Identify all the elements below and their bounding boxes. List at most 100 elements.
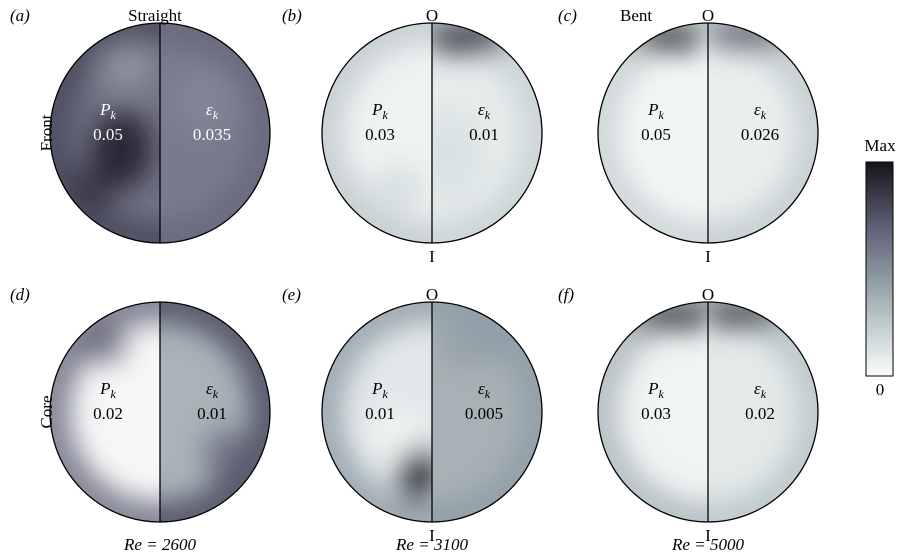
- bottom-label: I: [429, 526, 435, 545]
- top-label: O: [426, 6, 438, 25]
- row-label: Core: [37, 395, 56, 428]
- ek-value: 0.005: [465, 404, 503, 423]
- re-label: Re = 5000: [671, 535, 744, 554]
- panel-label: (b): [282, 6, 302, 25]
- ek-symbol-sub: k: [485, 108, 491, 122]
- pk-value: 0.05: [93, 125, 123, 144]
- pk-symbol-main: P: [99, 100, 110, 119]
- panel-label-text: (e): [282, 285, 301, 304]
- bottom-label: I: [429, 247, 435, 266]
- colorbar: Max 0: [864, 136, 896, 399]
- ek-value: 0.01: [197, 404, 227, 423]
- heatmap-blob: [399, 441, 432, 504]
- heatmap-detail: [322, 23, 432, 243]
- ek-value: 0.035: [193, 125, 231, 144]
- ek-symbol-main: ε: [478, 379, 485, 398]
- column-title: Straight: [128, 6, 182, 25]
- heatmap-detail: [160, 302, 270, 522]
- pk-value: 0.03: [365, 125, 395, 144]
- pk-symbol: Pk: [99, 100, 116, 122]
- pk-symbol: Pk: [647, 100, 664, 122]
- pk-symbol-sub: k: [383, 108, 389, 122]
- pk-symbol-sub: k: [659, 108, 665, 122]
- pk-symbol-sub: k: [383, 387, 389, 401]
- bottom-label: I: [705, 247, 711, 266]
- ek-value: 0.026: [741, 125, 779, 144]
- heatmap-blob: [708, 23, 791, 48]
- top-label: O: [702, 285, 714, 304]
- colorbar-min: 0: [876, 380, 885, 399]
- ek-symbol: εk: [478, 100, 491, 122]
- panel-label: (c): [558, 6, 577, 25]
- heatmap-detail: [432, 302, 542, 522]
- colorbar-max: Max: [864, 136, 896, 155]
- column-title: Bent: [620, 6, 652, 25]
- pk-value: 0.03: [641, 404, 671, 423]
- bottom-label: I: [705, 526, 711, 545]
- pk-symbol-main: P: [647, 379, 658, 398]
- ek-symbol-main: ε: [754, 379, 761, 398]
- heatmap-blob: [83, 329, 127, 363]
- pk-symbol: Pk: [371, 379, 388, 401]
- pk-symbol-main: P: [371, 100, 382, 119]
- top-label: O: [426, 285, 438, 304]
- panel-label-text: (a): [10, 6, 30, 25]
- heatmap-blob: [99, 45, 155, 89]
- pk-value: 0.05: [641, 125, 671, 144]
- heatmap-blob: [631, 302, 708, 329]
- ek-symbol-sub: k: [213, 108, 219, 122]
- heatmap-blob: [171, 67, 237, 133]
- panel-label-text: (d): [10, 285, 30, 304]
- ek-symbol-sub: k: [485, 387, 491, 401]
- pk-symbol-main: P: [99, 379, 110, 398]
- ek-symbol-main: ε: [206, 379, 213, 398]
- ek-value: 0.01: [469, 125, 499, 144]
- panel-label: (e): [282, 285, 301, 304]
- panel-label-text: (b): [282, 6, 302, 25]
- colorbar-scale: [865, 161, 894, 377]
- heatmap-detail: [322, 302, 432, 522]
- ek-symbol: εk: [206, 100, 219, 122]
- heatmap-blob: [90, 111, 153, 188]
- ek-value: 0.02: [745, 404, 775, 423]
- ek-symbol-main: ε: [206, 100, 213, 119]
- ek-symbol-sub: k: [213, 387, 219, 401]
- ek-symbol-sub: k: [761, 108, 767, 122]
- ek-symbol-main: ε: [754, 100, 761, 119]
- panel-label-text: (f): [558, 285, 574, 304]
- ek-symbol-main: ε: [478, 100, 485, 119]
- heatmap-detail: [160, 23, 270, 243]
- re-label: Re = 3100: [395, 535, 468, 554]
- heatmap-detail: [50, 23, 160, 243]
- ek-symbol: εk: [478, 379, 491, 401]
- ek-symbol: εk: [754, 100, 767, 122]
- pk-symbol-main: P: [371, 379, 382, 398]
- re-label: Re = 2600: [123, 535, 196, 554]
- row-label: Front: [37, 114, 56, 151]
- heatmap-blob: [631, 23, 708, 51]
- panel-label-text: (c): [558, 6, 577, 25]
- heatmap-blob: [432, 111, 482, 199]
- panel-label: (f): [558, 285, 574, 304]
- pk-symbol: Pk: [371, 100, 388, 122]
- pk-value: 0.02: [93, 404, 123, 423]
- pk-symbol-sub: k: [111, 387, 117, 401]
- pk-symbol: Pk: [647, 379, 664, 401]
- ek-symbol: εk: [206, 379, 219, 401]
- top-label: O: [702, 6, 714, 25]
- ek-symbol: εk: [754, 379, 767, 401]
- heatmap-blob: [371, 166, 427, 210]
- heatmap-blob: [371, 412, 427, 456]
- pk-symbol-sub: k: [659, 387, 665, 401]
- pk-symbol: Pk: [99, 379, 116, 401]
- ek-symbol-sub: k: [761, 387, 767, 401]
- heatmap-detail: [50, 302, 160, 522]
- panel-label: (a): [10, 6, 30, 25]
- heatmap-blob: [204, 428, 248, 484]
